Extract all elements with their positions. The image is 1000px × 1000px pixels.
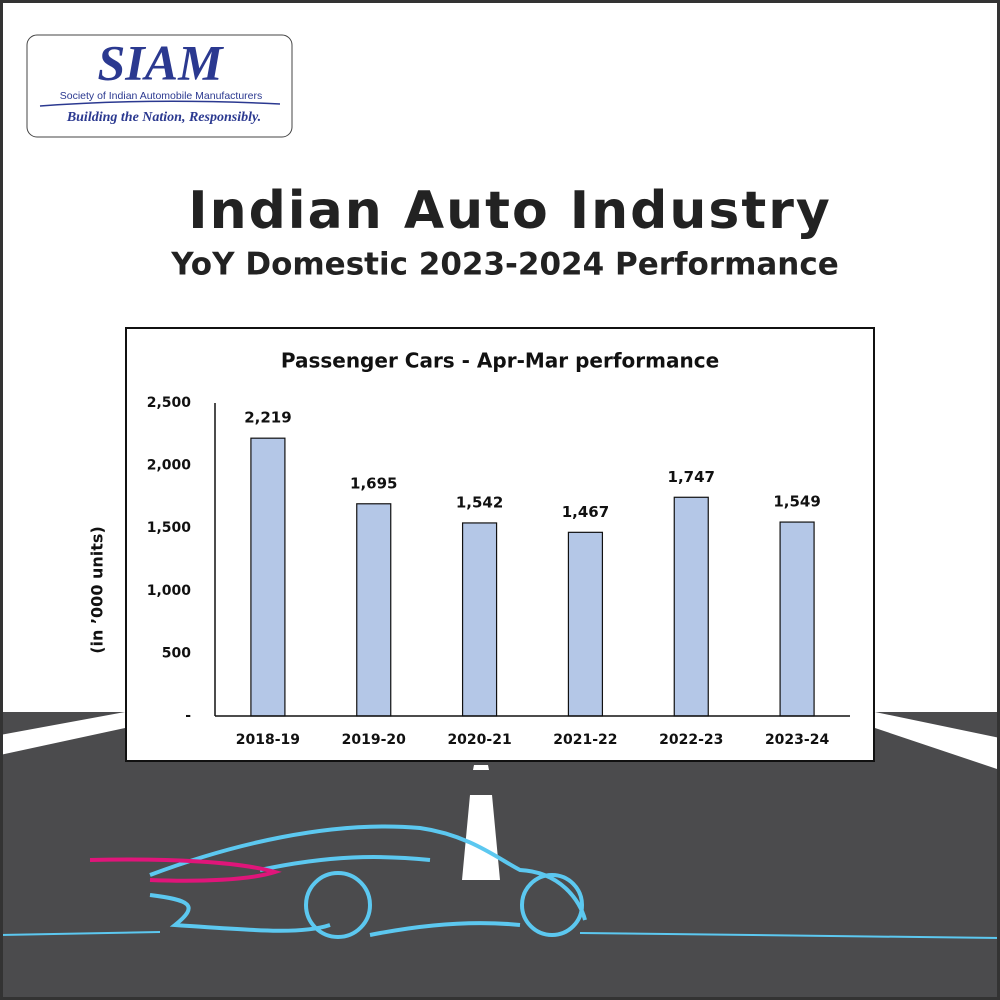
y-tick-label: 500 [162,645,191,661]
logo-box [26,34,293,138]
data-label: 1,542 [456,493,503,511]
page-subtitle: YoY Domestic 2023-2024 Performance [170,247,839,283]
bar [779,521,815,717]
logo-swoosh [39,100,281,107]
data-label: 2,219 [244,409,291,427]
x-tick-label: 2019-20 [342,732,407,748]
lane-mark [462,795,500,880]
logo-name: SIAM [97,34,224,90]
bar [673,496,709,717]
data-label: 1,467 [562,503,609,521]
chart-title: Passenger Cars - Apr-Mar performance [281,349,719,373]
road-edge [0,712,125,755]
x-tick-label: 2022-23 [659,732,723,748]
bar [250,437,286,717]
car-outline [0,824,1000,939]
x-tick-label: 2020-21 [447,732,511,748]
bar [461,522,498,717]
road-edge [875,712,1000,770]
y-tick-label: 2,500 [147,395,192,411]
chart-box [125,327,875,762]
logo-full-name: Society of Indian Automobile Manufacture… [60,90,263,102]
car-accent [89,857,282,883]
y-tick-label: - [185,708,191,724]
data-label: 1,747 [668,468,715,486]
page-title: Indian Auto Industry [188,181,832,241]
y-tick-label: 1,500 [147,520,192,536]
x-tick-label: 2023-24 [765,732,830,748]
bar [567,531,604,717]
bar [356,503,392,717]
lane-mark [473,765,489,770]
y-tick-label: 2,000 [147,458,192,474]
y-tick-label: 1,000 [147,583,192,599]
data-label: 1,549 [773,493,820,511]
x-tick-label: 2018-19 [236,732,300,748]
logo-tagline: Building the Nation, Responsibly. [66,110,261,125]
y-axis-label: (in ’000 units) [88,526,107,654]
x-tick-label: 2021-22 [553,732,617,748]
data-label: 1,695 [350,474,397,492]
